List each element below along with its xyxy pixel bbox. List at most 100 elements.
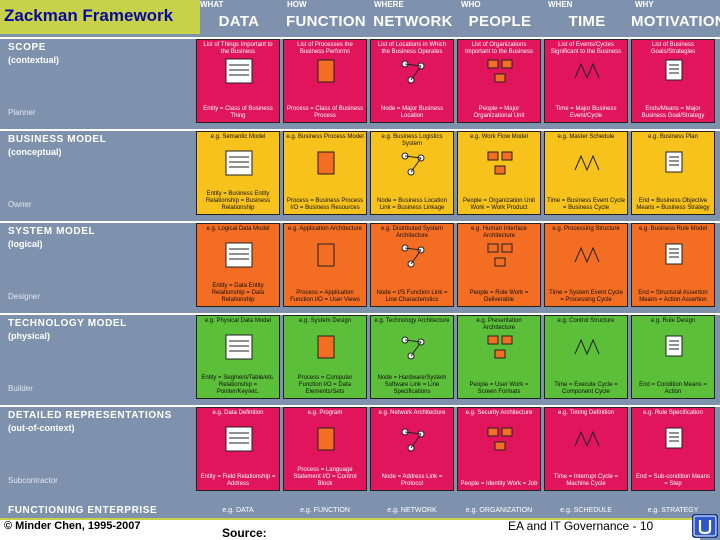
course-slide-number: EA and IT Governance - 10	[508, 519, 654, 533]
column-question: HOW	[287, 0, 307, 9]
cell-diagram-icon	[658, 148, 690, 178]
column-question: WHERE	[374, 0, 404, 9]
cell-caption: List of Things Important to the Business	[203, 42, 273, 55]
functioning-cell-people: e.g. ORGANIZATION	[465, 507, 533, 514]
cell-business-model-time: e.g. Master Schedule Time = Business Even…	[544, 131, 628, 215]
cell-system-model-network: e.g. Distributed System Architecture Node…	[370, 223, 454, 307]
cell-caption: e.g. Network Architecture	[378, 410, 446, 416]
cell-detailed-representations-network: e.g. Network Architecture Node = Address …	[370, 407, 454, 491]
cell-caption: e.g. Master Schedule	[557, 134, 615, 140]
row-perspective: Subcontractor	[8, 476, 58, 485]
cell-caption: e.g. Human Interface Architecture	[470, 226, 528, 239]
functioning-cell-network: e.g. NETWORK	[387, 507, 437, 514]
cell-caption: e.g. Data Definition	[212, 410, 264, 416]
cell-diagram-icon	[658, 56, 690, 86]
cell-caption: e.g. Physical Data Model	[204, 318, 272, 324]
footer-rule	[0, 518, 700, 520]
cell-diagram-icon	[310, 332, 342, 362]
column-header-motivation: WHY MOTIVATION	[631, 0, 720, 38]
row-subtitle: (conceptual)	[8, 147, 62, 157]
row-subtitle: (physical)	[8, 331, 51, 341]
cell-technology-model-people: e.g. Presentation Architecture People = U…	[457, 315, 541, 399]
cell-caption: e.g. Work Flow Model	[470, 134, 528, 140]
row-title: DETAILED REPRESENTATIONS	[8, 410, 172, 421]
row-perspective: Designer	[8, 292, 41, 301]
cell-definition: Time = Interrupt Cycle = Machine Cycle	[553, 474, 619, 487]
cell-diagram-icon	[571, 56, 603, 86]
row-perspective: Planner	[8, 108, 36, 117]
row-title: TECHNOLOGY MODEL	[8, 318, 127, 329]
copyright-text: © Minder Chen, 1995-2007	[4, 520, 141, 532]
cell-system-model-function: e.g. Application Architecture Process = A…	[283, 223, 367, 307]
cell-diagram-icon	[484, 240, 516, 270]
cell-business-model-people: e.g. Work Flow Model People = Organizatio…	[457, 131, 541, 215]
cell-definition: Process = Computer Function I/O = Data E…	[297, 375, 353, 395]
cell-definition: Process = Class of Business Process	[286, 106, 364, 119]
cell-caption: e.g. Logical Data Model	[206, 226, 270, 232]
cell-diagram-icon	[397, 424, 429, 454]
cell-caption: e.g. Technology Architecture	[374, 318, 450, 324]
column-name: MOTIVATION	[631, 13, 720, 30]
cell-definition: Process = Application Function I/O = Use…	[290, 290, 360, 303]
cell-diagram-icon	[223, 240, 255, 270]
row-divider	[0, 129, 720, 131]
cell-caption: e.g. Presentation Architecture	[476, 318, 522, 331]
cell-business-model-motivation: e.g. Business Plan End = Business Objecti…	[631, 131, 715, 215]
cell-diagram-icon	[571, 240, 603, 270]
cell-definition: Time = Execute Cycle = Component Cycle	[554, 382, 618, 395]
source-text: Source:	[222, 526, 267, 540]
functioning-enterprise-row: e.g. DATA e.g. FUNCTION e.g. NETWORK e.g. O…	[195, 504, 715, 520]
column-name: PEOPLE	[468, 13, 532, 30]
cell-caption: List of Locations in Which the Business …	[377, 42, 447, 55]
cell-system-model-time: e.g. Processing Structure Time = System E…	[544, 223, 628, 307]
row-perspective: Owner	[8, 200, 32, 209]
cell-diagram-icon	[223, 56, 255, 86]
cell-caption: List of Business Goals/Strategies	[650, 42, 696, 55]
cell-definition: People = Identity Work = Job	[460, 481, 538, 487]
cell-diagram-icon	[484, 424, 516, 454]
cell-diagram-icon	[397, 240, 429, 270]
cell-caption: e.g. Distributed System Architecture	[380, 226, 444, 239]
cell-system-model-people: e.g. Human Interface Architecture People …	[457, 223, 541, 307]
cell-scope-people: List of Organizations Important to the B…	[457, 39, 541, 123]
cell-caption: e.g. Program	[307, 410, 343, 416]
cell-business-model-data: e.g. Semantic Model Entity = Business Ent…	[196, 131, 280, 215]
cell-definition: Entity = Class of Business Thing	[203, 106, 273, 119]
cell-system-model-data: e.g. Logical Data Model Entity = Data Ent…	[196, 223, 280, 307]
cell-caption: e.g. Rule Specification	[643, 410, 703, 416]
cell-definition: Entity = Segment/Table/etc. Relationship…	[201, 375, 275, 395]
cell-technology-model-motivation: e.g. Rule Design End = Condition Means = …	[631, 315, 715, 399]
cell-diagram-icon	[223, 332, 255, 362]
row-title: SYSTEM MODEL	[8, 226, 96, 237]
cell-caption: e.g. Business Rule Model	[638, 226, 708, 232]
row-label-scope: SCOPE (contextual) Planner	[8, 42, 188, 122]
column-header-function: HOW FUNCTION	[283, 0, 369, 38]
return-arrow-icon	[693, 515, 717, 537]
cell-caption: e.g. Security Architecture	[465, 410, 533, 416]
cell-definition: Process = Language Statement I/O = Contr…	[293, 467, 357, 487]
cell-diagram-icon	[571, 332, 603, 362]
cell-caption: e.g. Business Plan	[648, 134, 698, 140]
cell-definition: End = Structural Assertion Means = Actio…	[638, 290, 708, 303]
return-nav-button[interactable]	[692, 514, 718, 538]
cell-technology-model-network: e.g. Technology Architecture Node = Hardw…	[370, 315, 454, 399]
row-title: FUNCTIONING ENTERPRISE	[8, 505, 158, 516]
cell-detailed-representations-people: e.g. Security Architecture People = Ident…	[457, 407, 541, 491]
cell-caption: List of Events/Cycles Significant to the…	[550, 42, 622, 55]
cell-definition: End = Sub-condition Means = Step	[636, 474, 710, 487]
cell-diagram-icon	[571, 148, 603, 178]
cell-diagram-icon	[484, 56, 516, 86]
cell-definition: Entity = Data Entity Relationship = Data…	[211, 283, 265, 303]
row-perspective: Builder	[8, 384, 33, 393]
row-subtitle: (contextual)	[8, 55, 60, 65]
cell-scope-network: List of Locations in Which the Business …	[370, 39, 454, 123]
cell-scope-data: List of Things Important to the Business…	[196, 39, 280, 123]
row-subtitle: (logical)	[8, 239, 43, 249]
cell-detailed-representations-motivation: e.g. Rule Specification End = Sub-conditi…	[631, 407, 715, 491]
row-label-technology-model: TECHNOLOGY MODEL (physical) Builder	[8, 318, 188, 398]
cell-definition: Node = Business Location Link = Business…	[377, 198, 447, 211]
functioning-cell-time: e.g. SCHEDULE	[560, 507, 612, 514]
cell-scope-motivation: List of Business Goals/Strategies Ends/Me…	[631, 39, 715, 123]
cell-definition: Node = Hardware/System Software Link = L…	[377, 375, 447, 395]
